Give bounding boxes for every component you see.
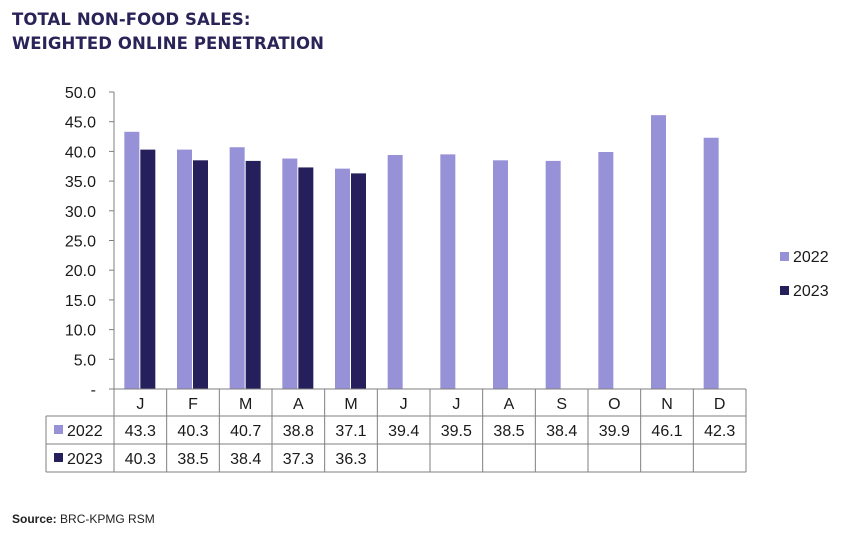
table-value: 37.3 <box>283 451 314 468</box>
bar-2022 <box>335 168 350 389</box>
bar-2022 <box>177 149 192 389</box>
y-tick-label: 5.0 <box>74 352 96 369</box>
table-value: 39.4 <box>388 423 419 440</box>
source-label: Source: <box>12 512 57 526</box>
x-tick-label: A <box>504 396 515 413</box>
bar-2022 <box>545 160 561 389</box>
y-tick-label: 30.0 <box>65 204 96 221</box>
table-value: 36.3 <box>335 451 366 468</box>
bar-2023 <box>351 173 366 389</box>
bar-2023 <box>298 167 314 389</box>
bar-2023 <box>245 160 261 389</box>
table-value: 39.5 <box>441 423 472 440</box>
table-value: 38.5 <box>177 451 208 468</box>
source-note: Source: BRC-KPMG RSM <box>12 512 155 526</box>
x-tick-label: M <box>344 396 357 413</box>
x-tick-label: M <box>239 396 252 413</box>
y-tick-label: 35.0 <box>65 174 96 191</box>
table-legend-key-2023 <box>54 453 63 462</box>
legend-label: 2022 <box>793 249 829 266</box>
x-tick-label: F <box>188 396 198 413</box>
bar-2022 <box>651 115 666 389</box>
y-tick-label: 50.0 <box>65 85 96 102</box>
table-value: 39.9 <box>599 423 630 440</box>
y-tick-label: 15.0 <box>65 293 96 310</box>
bar-2022 <box>440 154 456 389</box>
table-value: 40.3 <box>177 423 208 440</box>
y-tick-label: - <box>91 382 96 399</box>
x-tick-label: D <box>714 396 726 413</box>
y-tick-label: 20.0 <box>65 263 96 280</box>
table-value: 42.3 <box>704 423 735 440</box>
table-legend-key-2022 <box>54 425 63 434</box>
source-text: BRC-KPMG RSM <box>60 512 155 526</box>
table-value: 38.8 <box>283 423 314 440</box>
chart-title: TOTAL NON-FOOD SALES: WEIGHTED ONLINE PE… <box>12 8 324 56</box>
legend-key-2022 <box>780 252 789 261</box>
table-value: 43.3 <box>125 423 156 440</box>
bar-2022 <box>282 158 298 389</box>
y-tick-label: 25.0 <box>65 234 96 251</box>
table-value: 38.4 <box>546 423 577 440</box>
x-tick-label: S <box>556 396 567 413</box>
table-value: 40.3 <box>125 451 156 468</box>
bar-2023 <box>140 149 156 389</box>
x-tick-label: J <box>452 396 460 413</box>
bar-2023 <box>193 160 208 389</box>
table-series-label: 2023 <box>67 451 103 468</box>
x-tick-label: A <box>293 396 304 413</box>
y-tick-label: 45.0 <box>65 115 96 132</box>
bar-2022 <box>124 131 140 389</box>
bar-2022 <box>493 160 508 389</box>
chart-title-line-2: WEIGHTED ONLINE PENETRATION <box>12 34 325 53</box>
x-tick-label: N <box>661 396 673 413</box>
y-tick-label: 40.0 <box>65 144 96 161</box>
bar-2022 <box>703 137 719 389</box>
bar-2022 <box>229 147 245 389</box>
table-value: 38.4 <box>230 451 261 468</box>
chart-title-line-1: TOTAL NON-FOOD SALES: <box>12 10 251 29</box>
table-series-label: 2022 <box>67 423 103 440</box>
x-tick-label: O <box>608 396 620 413</box>
bar-2022 <box>598 151 614 389</box>
table-value: 40.7 <box>230 423 261 440</box>
legend-label: 2023 <box>793 283 829 300</box>
table-value: 46.1 <box>651 423 682 440</box>
legend-key-2023 <box>780 286 789 295</box>
x-tick-label: J <box>400 396 408 413</box>
x-tick-label: J <box>136 396 144 413</box>
table-value: 37.1 <box>335 423 366 440</box>
bar-2022 <box>387 154 403 389</box>
table-value: 38.5 <box>493 423 524 440</box>
y-tick-label: 10.0 <box>65 323 96 340</box>
